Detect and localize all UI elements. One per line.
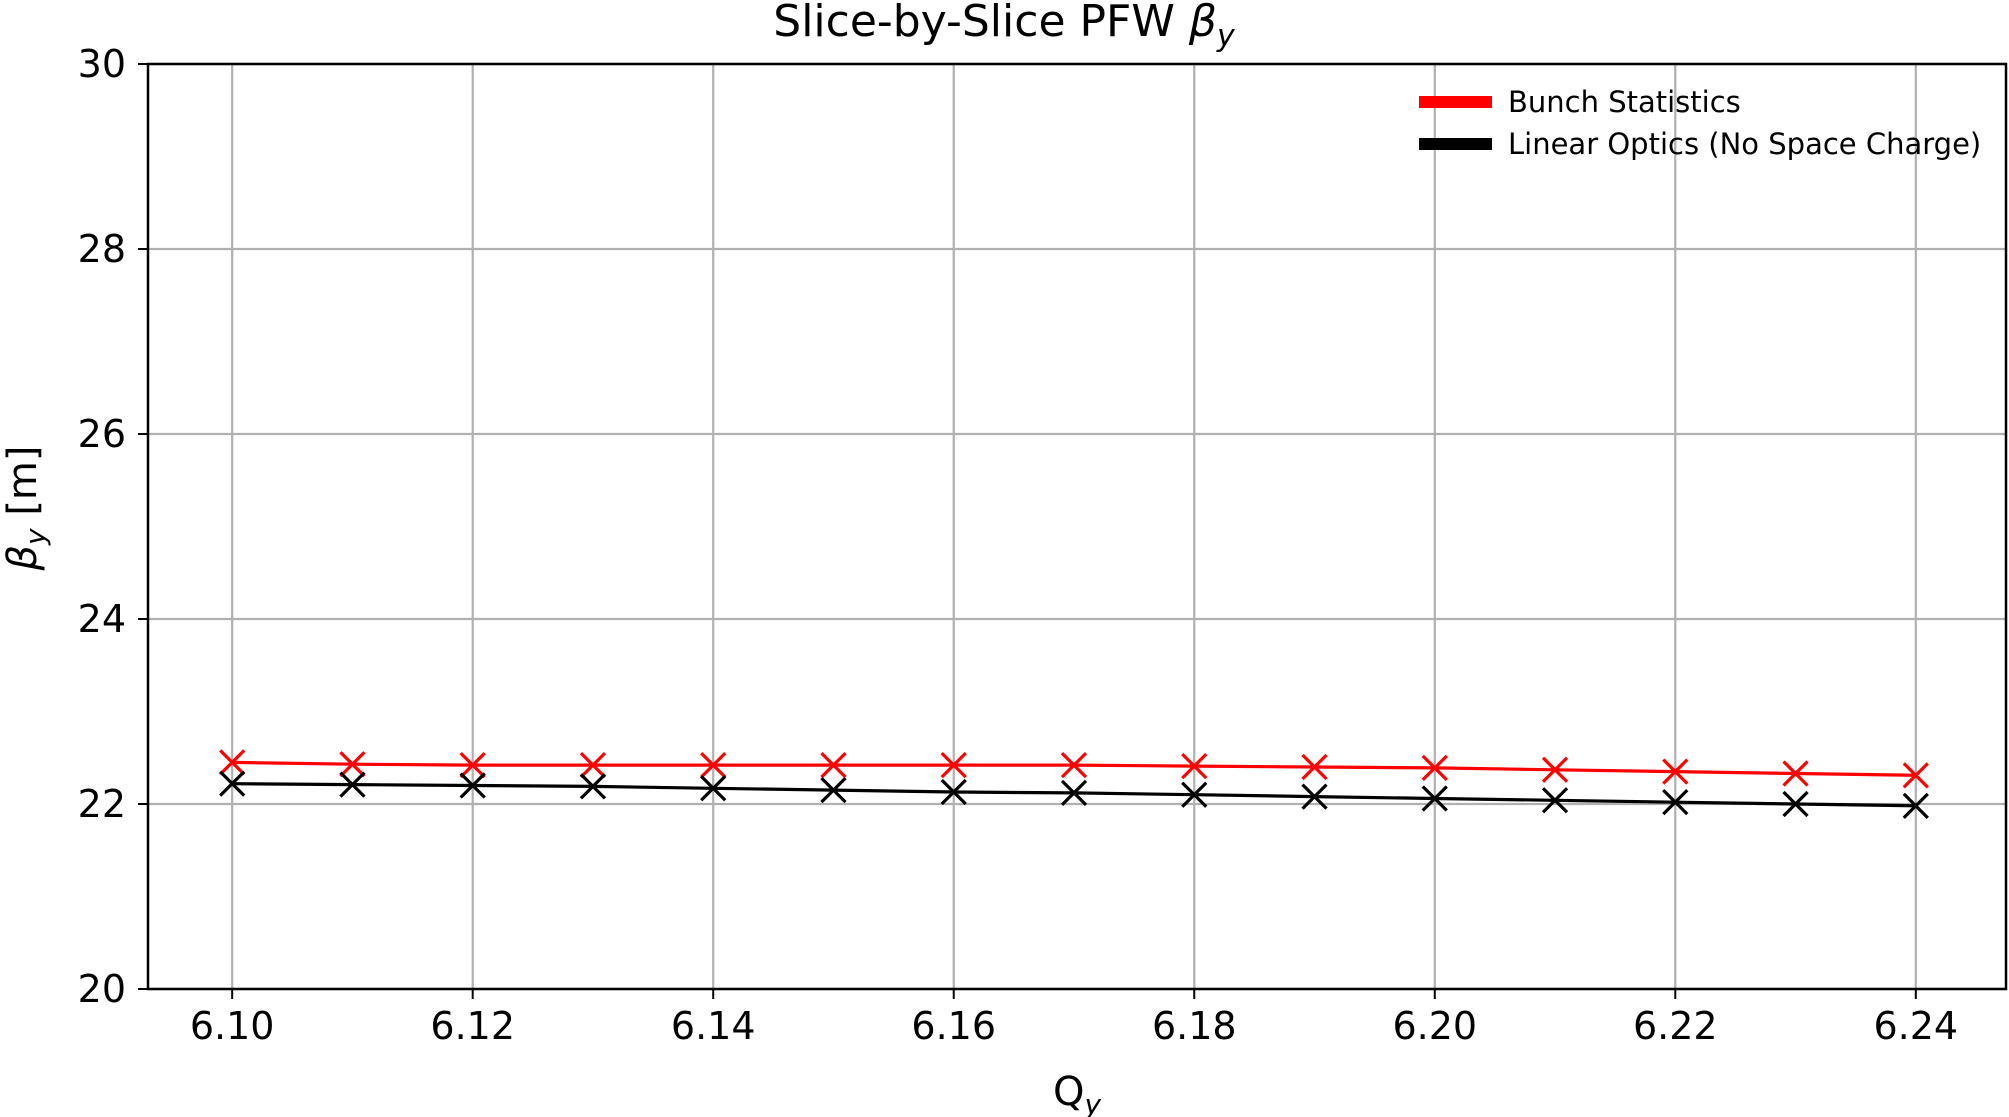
data-point-marker-stroke xyxy=(219,770,246,797)
y-tick-label: 30 xyxy=(78,42,126,86)
data-point-bunch-statistics xyxy=(1541,756,1569,783)
data-point-bunch-statistics xyxy=(339,751,366,778)
data-point-linear-optics-no-space-charge xyxy=(1662,789,1689,816)
data-point-marker-stroke xyxy=(700,752,727,779)
data-point-marker-stroke xyxy=(1902,762,1929,789)
data-point-linear-optics-no-space-charge xyxy=(579,773,607,800)
data-point-linear-optics-no-space-charge xyxy=(219,770,246,797)
data-point-linear-optics-no-space-charge xyxy=(1060,779,1088,807)
data-point-marker-stroke xyxy=(940,752,967,779)
y-axis-title: βy [m] xyxy=(0,446,52,572)
data-point-bunch-statistics xyxy=(1060,752,1088,779)
x-tick-label: 6.12 xyxy=(430,1004,515,1048)
data-point-marker-stroke xyxy=(459,752,486,779)
data-point-bunch-statistics xyxy=(1782,760,1809,787)
x-tick-label: 6.10 xyxy=(190,1004,275,1048)
axis-ticks: 6.10 6.12 6.14 6.16 6.18 6.20 6.22 6.24 20 22 24 26… xyxy=(78,42,1958,1048)
chart-title: Slice-by-Slice PFW βy xyxy=(773,0,1236,54)
data-point-marker-stroke xyxy=(1181,752,1208,780)
y-axis-title-subscript: y xyxy=(19,528,52,546)
data-point-marker-stroke xyxy=(1541,756,1569,783)
data-point-marker-stroke xyxy=(820,752,847,779)
data-point-marker-stroke xyxy=(1782,760,1809,787)
data-point-marker-stroke xyxy=(339,771,366,798)
x-axis-title: Qy xyxy=(1053,1069,1101,1117)
data-point-linear-optics-no-space-charge xyxy=(1902,792,1929,819)
data-point-bunch-statistics xyxy=(1421,754,1448,782)
data-point-linear-optics-no-space-charge xyxy=(940,778,967,806)
data-point-marker-stroke xyxy=(940,778,967,806)
data-point-bunch-statistics xyxy=(1301,753,1328,781)
data-point-bunch-statistics xyxy=(1662,758,1689,785)
data-point-marker-stroke xyxy=(459,772,486,799)
data-point-linear-optics-no-space-charge xyxy=(339,771,366,798)
data-point-linear-optics-no-space-charge xyxy=(1782,790,1809,818)
data-point-linear-optics-no-space-charge xyxy=(1181,781,1208,808)
data-point-marker-stroke xyxy=(1902,792,1929,819)
data-point-bunch-statistics xyxy=(459,752,486,779)
data-point-marker-stroke xyxy=(1181,781,1208,808)
y-axis-title-unit: [m] xyxy=(0,446,46,529)
chart-title-subscript: y xyxy=(1216,19,1236,54)
data-point-linear-optics-no-space-charge xyxy=(1541,787,1569,814)
x-tick-label: 6.20 xyxy=(1392,1004,1477,1048)
data-point-marker-stroke xyxy=(700,775,727,802)
plot-area-frame xyxy=(146,62,2008,991)
data-point-marker-stroke xyxy=(1301,783,1328,810)
data-point-marker-stroke xyxy=(579,773,607,800)
chart-title-text: Slice-by-Slice PFW xyxy=(773,0,1189,47)
data-point-marker-stroke xyxy=(1782,790,1809,818)
data-point-linear-optics-no-space-charge xyxy=(700,775,727,802)
y-tick-label: 28 xyxy=(78,227,126,271)
data-point-bunch-statistics xyxy=(1181,752,1208,780)
data-point-bunch-statistics xyxy=(219,749,246,776)
x-axis-title-text: Q xyxy=(1053,1069,1084,1115)
y-tick-label: 22 xyxy=(78,782,126,826)
data-point-marker-stroke xyxy=(219,749,246,776)
data-point-linear-optics-no-space-charge xyxy=(459,772,486,799)
x-tick-label: 6.14 xyxy=(671,1004,756,1048)
data-point-marker-stroke xyxy=(1662,758,1689,785)
x-tick-label: 6.18 xyxy=(1152,1004,1237,1048)
x-axis-title-subscript: y xyxy=(1083,1088,1101,1117)
data-point-bunch-statistics xyxy=(1902,762,1929,789)
data-point-marker-stroke xyxy=(1421,754,1448,782)
series-layer xyxy=(219,749,1929,819)
y-tick-label: 24 xyxy=(78,597,126,641)
legend-label-bunch-statistics: Bunch Statistics xyxy=(1508,85,1741,119)
data-point-bunch-statistics xyxy=(940,752,967,779)
chart-title-symbol: β xyxy=(1188,0,1217,47)
data-point-marker-stroke xyxy=(1060,779,1088,807)
data-point-marker-stroke xyxy=(1421,785,1448,812)
data-point-marker-stroke xyxy=(1662,789,1689,816)
y-tick-label: 20 xyxy=(78,967,126,1011)
data-point-linear-optics-no-space-charge xyxy=(820,776,847,804)
data-point-bunch-statistics xyxy=(700,752,727,779)
x-tick-label: 6.22 xyxy=(1633,1004,1718,1048)
data-point-marker-stroke xyxy=(820,776,847,804)
data-point-marker-stroke xyxy=(1060,752,1088,779)
y-axis-title-symbol: β xyxy=(0,545,46,572)
data-point-linear-optics-no-space-charge xyxy=(1301,783,1328,810)
x-tick-label: 6.24 xyxy=(1874,1004,1959,1048)
data-point-marker-stroke xyxy=(1301,753,1328,781)
data-point-bunch-statistics xyxy=(579,752,607,779)
data-point-marker-stroke xyxy=(579,752,607,779)
data-point-marker-stroke xyxy=(1541,787,1569,814)
data-point-bunch-statistics xyxy=(820,752,847,779)
y-tick-label: 26 xyxy=(78,412,126,456)
legend-label-linear-optics: Linear Optics (No Space Charge) xyxy=(1508,127,1981,161)
data-point-linear-optics-no-space-charge xyxy=(1421,785,1448,812)
legend: Bunch Statistics Linear Optics (No Space… xyxy=(1419,85,1981,161)
x-tick-label: 6.16 xyxy=(911,1004,996,1048)
data-point-marker-stroke xyxy=(339,751,366,778)
